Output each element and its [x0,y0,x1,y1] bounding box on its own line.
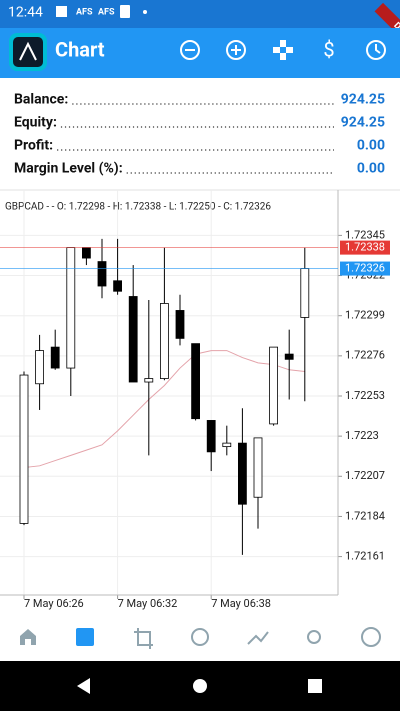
price-label: 1.72326 [345,261,385,274]
status-icon-text: AFS [98,7,115,17]
nav-more[interactable] [361,627,381,647]
nav-home[interactable] [20,629,36,645]
candle-body [19,374,29,524]
x-tick-label: 7 May 06:38 [211,597,271,610]
chart: GBPCAD - - O: 1.72298 - H: 1.72338 - L: … [0,190,390,610]
candle-body [191,343,201,420]
price-label-box [340,261,390,276]
account-label: Margin Level (%): [14,161,123,177]
candle-body [300,268,310,318]
zoom-out-icon[interactable] [180,40,200,60]
nav-history[interactable] [191,628,209,646]
candle-body [206,420,216,453]
back-button[interactable] [77,678,90,694]
candle-body [175,310,185,339]
candle-body [35,350,44,385]
candle-body [113,280,122,292]
y-tick-label: 1.72207 [345,469,385,482]
bottom-nav-icons [20,627,381,649]
y-tick-label: 1.72161 [345,550,385,563]
pad-down [280,53,286,60]
price-label: 1.72338 [345,241,385,254]
chart-title: GBPCAD - - O: 1.72298 - H: 1.72338 - L: … [5,202,271,213]
y-tick-label: 1.72253 [345,389,385,402]
moving-average [23,350,305,469]
account-value: 0.00 [357,161,385,177]
dollar-icon[interactable]: $ [323,37,334,61]
status-icon [56,6,67,17]
account-label: Profit: [14,138,53,154]
account-value: 924.25 [341,115,385,131]
candle-body [97,261,107,287]
status-icon-text: AFS [76,7,93,17]
price-label-box [340,240,390,255]
y-tick-label: 1.72299 [345,309,385,322]
account-value: 0.00 [357,138,385,154]
account-value: 924.25 [341,92,385,108]
nav-settings[interactable] [307,630,321,644]
app-logo-inner [13,37,43,67]
y-tick-label: 1.72276 [345,349,385,362]
candle-body [82,247,91,259]
nav-chart[interactable] [76,628,94,646]
y-tick-label: 1.72345 [345,228,385,241]
candle-body [222,442,232,448]
account-panel: Balance: 924.25 Equity: 924.25 Profit: 0.00 Ma… [14,92,385,177]
candle-body [144,378,154,383]
candle-body [50,346,60,369]
nav-crop[interactable] [137,628,153,646]
pad-up [280,40,286,47]
candle-body [66,247,76,369]
candle-body [253,437,263,498]
app-title: Chart [55,37,105,61]
home-button[interactable] [193,679,207,693]
ribbon-band [374,2,400,68]
pad-left [273,47,280,53]
y-tick-label: 1.72184 [345,509,385,522]
app-actions [180,40,386,60]
status-time: 12:44 [8,5,43,21]
status-icon [120,5,130,18]
candle-body [159,303,169,379]
nav-icons-outline [134,627,381,649]
history-hands [375,44,381,54]
status-dot [143,10,147,14]
x-tick-label: 7 May 06:26 [24,597,84,610]
gamepad-icon[interactable] [273,40,293,60]
nav-crop-b [134,631,151,649]
candle-body [237,442,247,505]
recents-button[interactable] [308,679,322,693]
candle-body [128,296,138,383]
account-label: Balance: [14,92,68,108]
y-tick-label: 1.7223 [345,429,379,442]
candle-body [284,353,294,360]
candle-body [269,346,279,425]
nav-trend[interactable] [247,631,269,645]
app-bar [0,28,400,78]
app-logo-mark [19,41,37,61]
x-tick-label: 7 May 06:32 [118,597,178,610]
zoom-in-icon[interactable] [226,40,246,60]
account-label: Equity: [14,115,57,131]
pad-right [286,47,293,53]
bottom-nav [0,615,400,661]
history-icon[interactable] [366,40,386,60]
